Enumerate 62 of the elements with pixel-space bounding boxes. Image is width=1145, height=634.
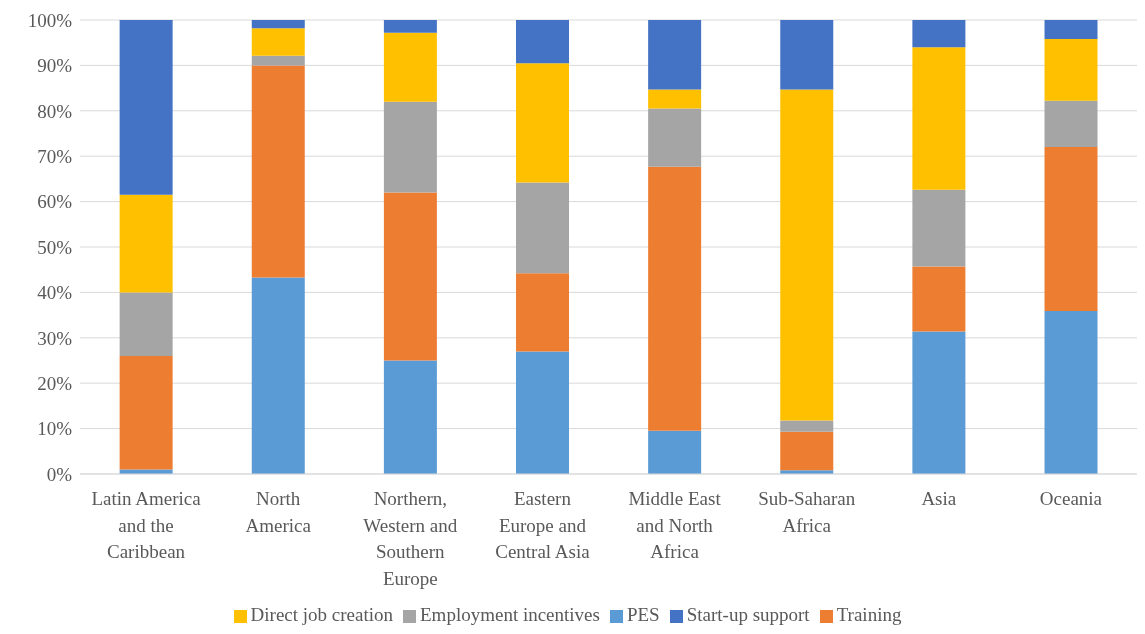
bar <box>383 32 437 102</box>
bar <box>1044 100 1098 148</box>
bar <box>648 430 702 474</box>
bar <box>516 20 570 64</box>
bar <box>648 89 702 109</box>
x-tick-label: Northern, Western and Southern Europe <box>363 488 458 589</box>
bar <box>516 351 570 474</box>
bar <box>251 20 305 29</box>
y-tick-label: 60% <box>37 191 73 213</box>
x-tick-label: Middle East and North Africa <box>628 488 722 563</box>
bar <box>119 292 173 356</box>
bar <box>780 431 834 471</box>
bar <box>119 355 173 470</box>
bar <box>780 20 834 90</box>
legend-label: Start-up support <box>686 604 810 625</box>
y-tick-label: 20% <box>37 372 73 394</box>
bar <box>912 47 966 190</box>
bar <box>516 182 570 274</box>
bar <box>912 189 966 267</box>
x-tick-label: Eastern Europe and Central Asia <box>495 488 591 563</box>
bar <box>1044 39 1098 101</box>
bar <box>516 63 570 183</box>
y-tick-label: 0% <box>46 463 73 485</box>
bar <box>780 420 834 432</box>
bar <box>648 108 702 167</box>
legend-label: Training <box>836 604 902 625</box>
bar <box>912 20 966 48</box>
y-tick-label: 90% <box>37 55 73 77</box>
bar <box>119 194 173 293</box>
bar <box>383 20 437 33</box>
x-tick-label: Sub-Saharan Africa <box>758 488 856 536</box>
bar <box>251 28 305 56</box>
y-tick-label: 70% <box>37 145 73 167</box>
bar <box>1044 311 1098 474</box>
y-tick-label: 50% <box>37 236 73 258</box>
bar <box>251 55 305 66</box>
bar <box>648 166 702 431</box>
y-tick-label: 10% <box>37 418 73 440</box>
legend-label: Direct job creation <box>250 604 393 625</box>
bar <box>1044 20 1098 40</box>
bar <box>383 192 437 361</box>
bar <box>119 20 173 195</box>
bar <box>780 89 834 421</box>
bar <box>1044 147 1098 312</box>
x-tick-label: Asia <box>921 488 957 510</box>
bar <box>251 65 305 278</box>
x-tick-label: Latin America and the Caribbean <box>91 488 202 563</box>
bar <box>912 331 966 474</box>
bar <box>383 101 437 193</box>
bar <box>912 266 966 332</box>
y-tick-label: 80% <box>37 100 73 122</box>
legend-label: PES <box>626 604 660 625</box>
y-tick-label: 30% <box>37 327 73 349</box>
legend-label: Employment incentives <box>420 604 600 625</box>
y-tick-label: 40% <box>37 282 73 304</box>
bar <box>516 273 570 352</box>
bar <box>648 20 702 90</box>
x-tick-label: Oceania <box>1039 488 1103 510</box>
x-tick-label: North America <box>245 488 312 536</box>
bar <box>383 360 437 474</box>
y-tick-label: 100% <box>27 9 73 31</box>
bar <box>251 277 305 474</box>
